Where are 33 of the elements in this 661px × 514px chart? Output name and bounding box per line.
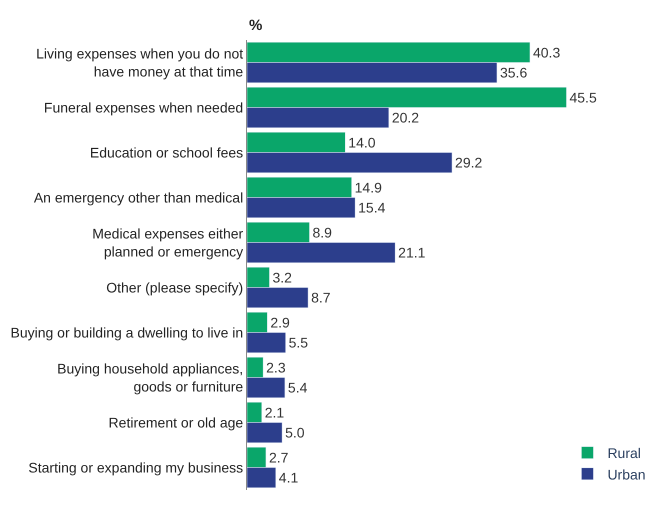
data-label: 5.4 [288, 380, 308, 396]
data-label: 20.2 [392, 110, 420, 126]
data-label: 29.2 [455, 154, 482, 171]
x-axis-title: % [249, 17, 262, 34]
data-label: 2.3 [266, 359, 286, 376]
y-tick-label: An emergency other than medical [34, 189, 244, 206]
data-label: 2.7 [268, 449, 289, 466]
data-label: 5.0 [285, 424, 305, 441]
y-tick-label: Funeral expenses when needed [44, 99, 244, 116]
y-tick-label: Other (please specify) [106, 279, 244, 296]
data-label: 3.2 [272, 269, 292, 286]
data-label: 14.9 [354, 179, 382, 196]
data-label: 35.6 [500, 64, 528, 81]
data-label: 21.1 [398, 244, 426, 261]
data-label: 5.5 [288, 334, 308, 351]
data-label: 45.5 [569, 89, 597, 106]
legend-label: Urban [607, 466, 646, 482]
data-label: 15.4 [358, 200, 386, 216]
data-label: 8.7 [311, 290, 331, 306]
data-label: 8.9 [312, 224, 332, 240]
y-tick-label: Living expenses when you do not have money at that time [36, 45, 244, 80]
data-label: 2.1 [264, 404, 284, 420]
y-tick-label: Starting or expanding my business [28, 459, 244, 476]
y-tick-label: Buying household appliances, goods or furniture [57, 360, 244, 394]
data-label: 2.9 [270, 314, 290, 330]
y-tick-label: Buying or building a dwelling to live in [10, 324, 244, 340]
y-tick-label: Retirement or old age [108, 414, 244, 430]
y-tick-label: Education or school fees [90, 144, 244, 160]
legend-label: Rural [607, 445, 641, 462]
data-label: 4.1 [278, 470, 298, 486]
data-label: 40.3 [532, 44, 560, 60]
y-tick-label: Medical expenses either planned or emergency [92, 225, 244, 260]
data-label: 14.0 [348, 134, 376, 150]
